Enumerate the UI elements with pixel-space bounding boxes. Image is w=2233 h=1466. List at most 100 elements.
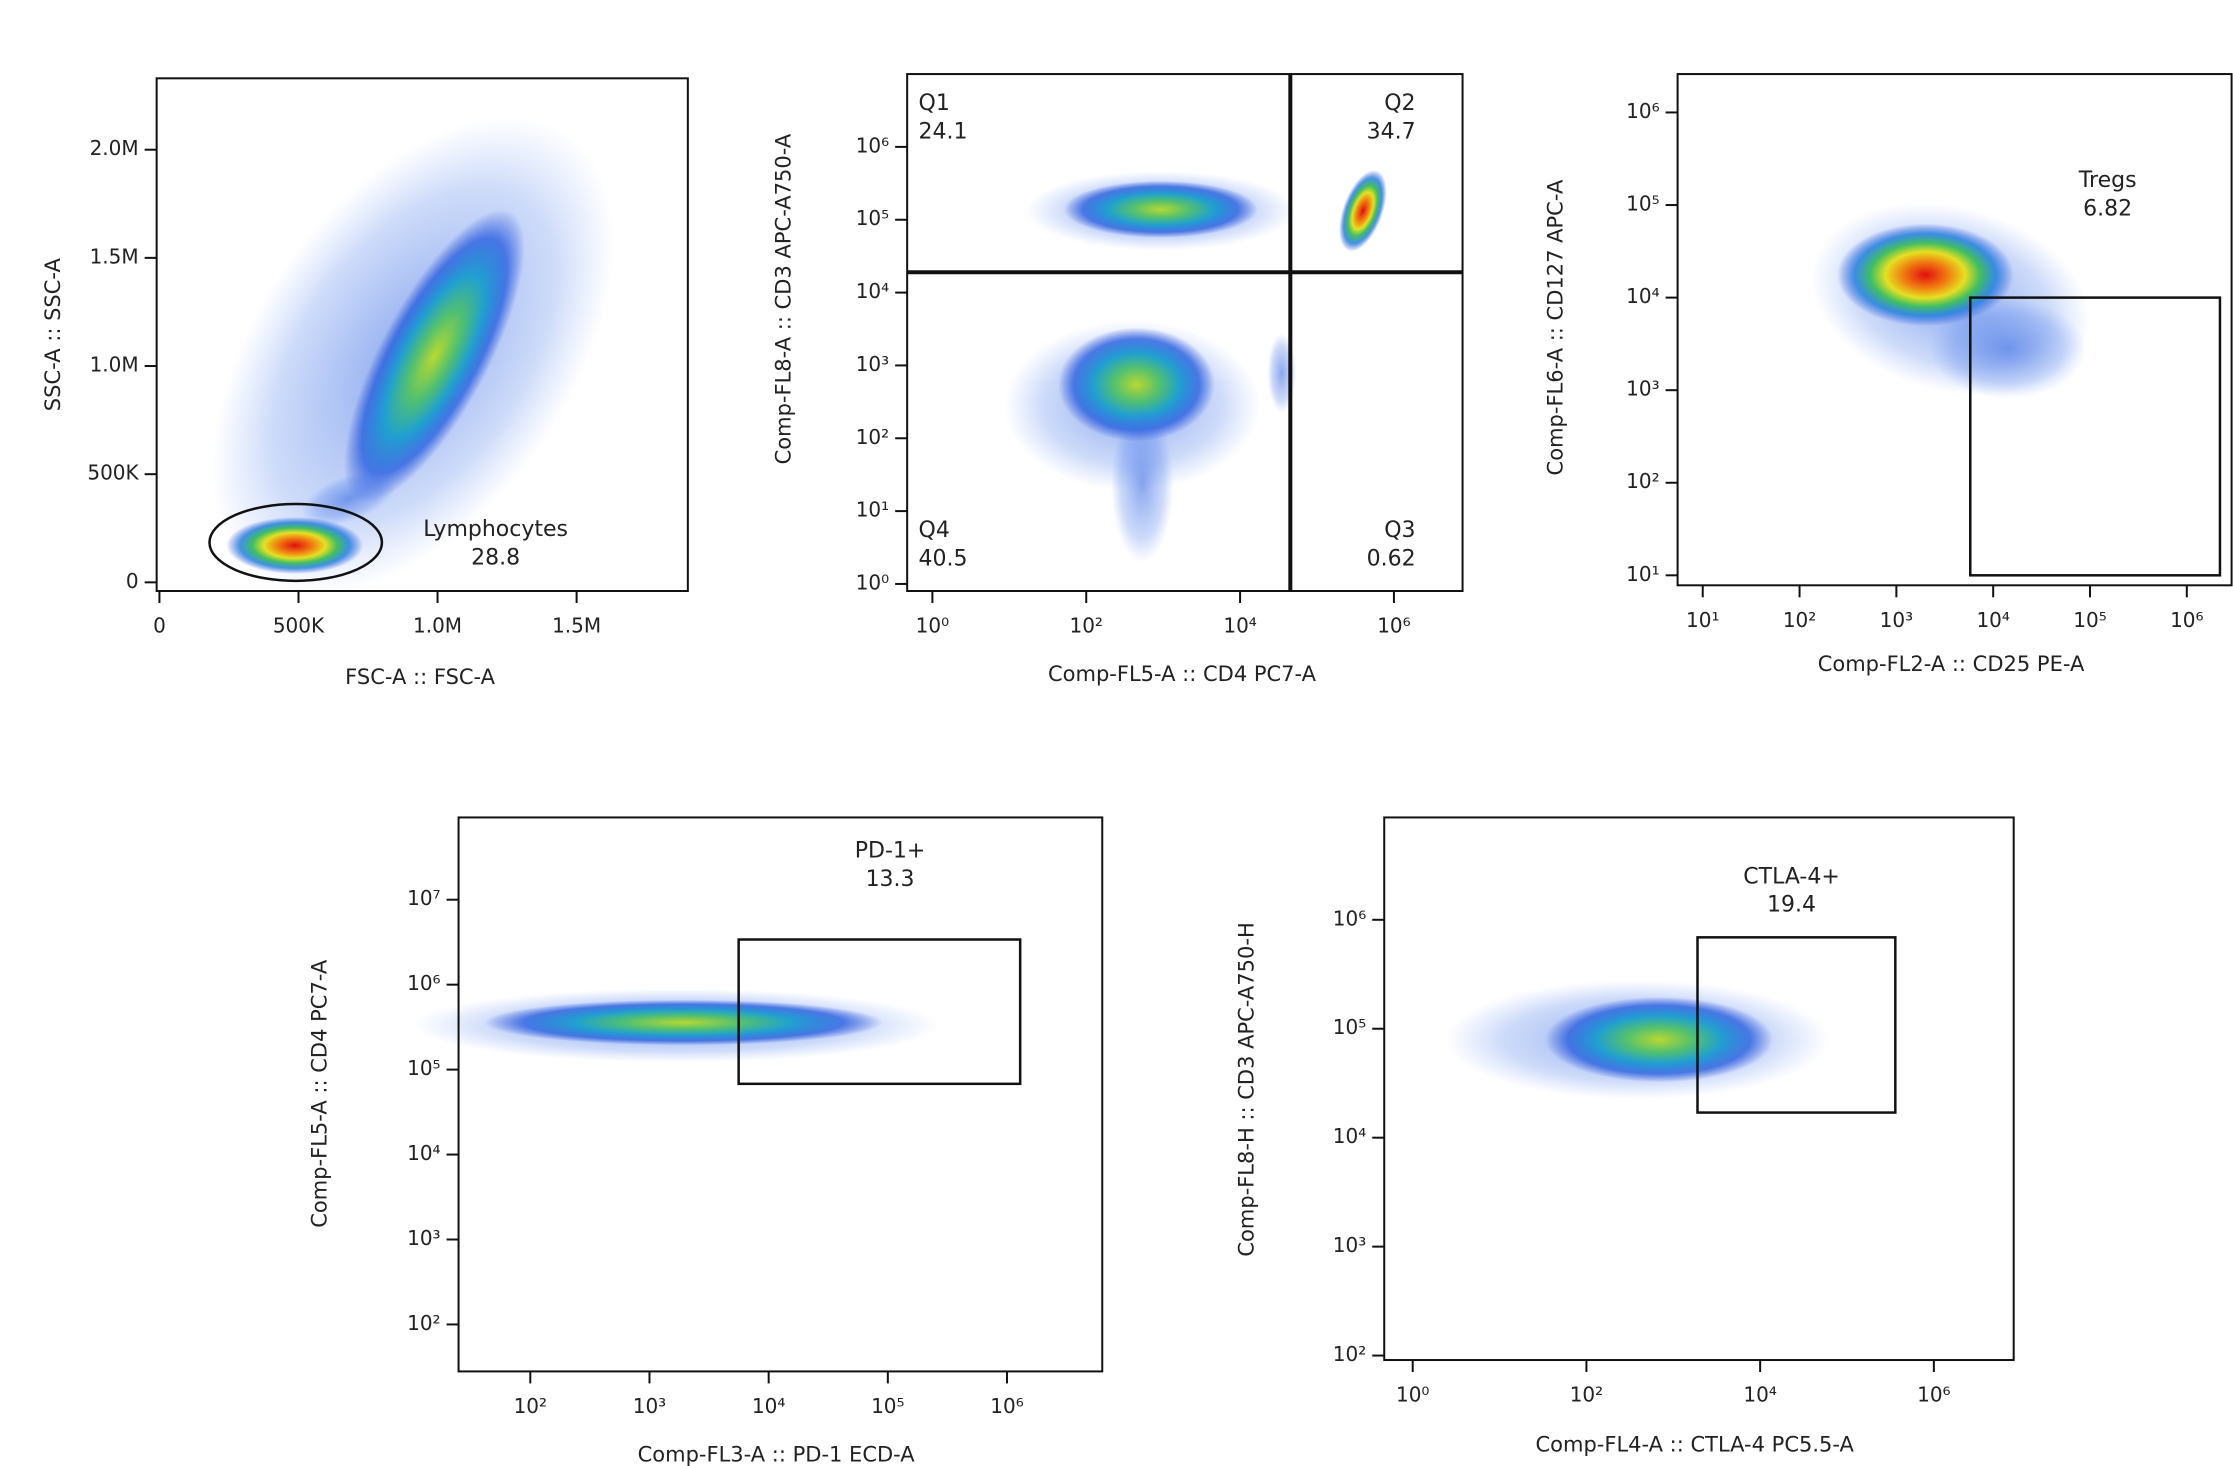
density-cloud bbox=[301, 471, 397, 526]
x-tick-label: 1.0M bbox=[413, 614, 462, 638]
gate-name: Q1 bbox=[919, 91, 950, 116]
x-axis-title: Comp-FL3-A :: PD-1 ECD-A bbox=[638, 1442, 916, 1466]
x-tick-label: 0 bbox=[153, 614, 166, 638]
y-tick-label: 10³ bbox=[856, 352, 889, 376]
gate-value: 40.5 bbox=[919, 547, 968, 572]
y-tick-label: 500K bbox=[87, 461, 139, 485]
x-tick-label: 10⁵ bbox=[871, 1394, 904, 1418]
x-axis-title: Comp-FL2-A :: CD25 PE-A bbox=[1818, 652, 2085, 676]
density-cloud bbox=[226, 516, 364, 574]
y-tick-label: 0 bbox=[126, 569, 139, 593]
y-tick-label: 10² bbox=[407, 1311, 440, 1335]
gate-name: CTLA-4+ bbox=[1743, 864, 1840, 889]
density-cloud bbox=[1339, 170, 1387, 252]
y-tick-label: 10⁰ bbox=[856, 570, 889, 594]
x-tick-label: 10⁶ bbox=[1917, 1383, 1950, 1407]
gate-rect bbox=[1696, 936, 1897, 1114]
y-tick-label: 1.0M bbox=[90, 353, 139, 377]
x-tick-label: 10³ bbox=[633, 1394, 666, 1418]
density-cloud bbox=[484, 999, 883, 1046]
y-tick-label: 10⁵ bbox=[1626, 192, 1659, 216]
x-axis-title: FSC-A :: FSC-A bbox=[345, 665, 496, 689]
y-tick-label: 10⁶ bbox=[407, 971, 440, 995]
y-tick-label: 1.5M bbox=[90, 244, 139, 268]
gate-rect bbox=[1969, 296, 2222, 577]
x-tick-label: 500K bbox=[273, 614, 325, 638]
y-tick-label: 10⁴ bbox=[1333, 1124, 1366, 1148]
x-tick-label: 10⁴ bbox=[1223, 614, 1256, 638]
y-tick-label: 10³ bbox=[1333, 1233, 1366, 1257]
density-cloud bbox=[1929, 299, 2087, 399]
y-axis-title: Comp-FL6-A :: CD127 APC-A bbox=[1544, 179, 1568, 475]
y-tick-label: 10² bbox=[1626, 469, 1659, 493]
panel: 10¹ 10² 10³ 10⁴ 10⁵ 10⁶ 10¹ 10² 10³ 10⁴ 10⁵ 10⁶ Comp… bbox=[1544, 73, 2233, 676]
x-axis-title: Comp-FL4-A :: CTLA-4 PC5.5-A bbox=[1535, 1432, 1854, 1456]
x-tick-label: 10¹ bbox=[1686, 608, 1719, 632]
x-tick-label: 10⁵ bbox=[2073, 608, 2106, 632]
y-tick-label: 10⁵ bbox=[856, 206, 889, 230]
gate-name: Q4 bbox=[919, 518, 950, 543]
y-tick-label: 2.0M bbox=[90, 136, 139, 160]
y-tick-label: 10¹ bbox=[1626, 562, 1659, 586]
x-tick-label: 10⁰ bbox=[916, 614, 949, 638]
plot-frame bbox=[457, 816, 1104, 1373]
x-tick-label: 10³ bbox=[1880, 608, 1913, 632]
y-tick-label: 10¹ bbox=[856, 498, 889, 522]
gate-value: 34.7 bbox=[1367, 119, 1416, 144]
plot-frame bbox=[1383, 816, 2015, 1362]
gate-name: PD-1+ bbox=[855, 839, 926, 864]
x-tick-label: 10² bbox=[1783, 608, 1816, 632]
y-tick-label: 10⁵ bbox=[1333, 1015, 1366, 1039]
x-tick-label: 10² bbox=[1570, 1383, 1603, 1407]
y-tick-label: 10³ bbox=[1626, 377, 1659, 401]
gate-name: Q3 bbox=[1384, 518, 1415, 543]
y-axis-title: Comp-FL8-H :: CD3 APC-A750-H bbox=[1235, 922, 1259, 1256]
plot-frame bbox=[155, 77, 689, 593]
gate-name: Q2 bbox=[1384, 91, 1415, 116]
gate-value: 13.3 bbox=[866, 867, 915, 892]
gate-name: Tregs bbox=[2078, 168, 2137, 193]
gate-value: 28.8 bbox=[471, 545, 520, 570]
y-tick-label: 10⁶ bbox=[1333, 906, 1366, 930]
density-cloud bbox=[1545, 996, 1774, 1083]
y-tick-label: 10⁴ bbox=[1626, 284, 1659, 308]
panel: 10² 10³ 10⁴ 10⁵ 10⁶ 10² 10³ 10⁴ 10⁵ 10⁶ 10⁷ Comp-FL… bbox=[307, 816, 1104, 1466]
y-axis-title: Comp-FL8-A :: CD3 APC-A750-A bbox=[772, 133, 796, 464]
y-tick-label: 10⁶ bbox=[856, 133, 889, 157]
plot-frame bbox=[1676, 73, 2233, 587]
y-tick-label: 10² bbox=[856, 425, 889, 449]
x-tick-label: 10⁴ bbox=[1743, 1383, 1776, 1407]
density-cloud bbox=[1110, 405, 1174, 563]
x-tick-label: 10⁶ bbox=[990, 1394, 1023, 1418]
y-tick-label: 10² bbox=[1333, 1342, 1366, 1366]
plot-frame bbox=[906, 73, 1464, 593]
y-tick-label: 10³ bbox=[407, 1226, 440, 1250]
gate-value: 24.1 bbox=[919, 119, 968, 144]
y-tick-label: 10⁴ bbox=[856, 279, 889, 303]
x-tick-label: 10² bbox=[514, 1394, 547, 1418]
gate-value: 0.62 bbox=[1367, 547, 1416, 572]
density-cloud bbox=[1058, 327, 1215, 442]
x-tick-label: 10⁶ bbox=[1377, 614, 1410, 638]
gate-value: 19.4 bbox=[1767, 893, 1816, 918]
panel: 10⁰ 10² 10⁴ 10⁶ 10⁰ 10¹ 10² 10³ 10⁴ 10⁵ 10⁶ Comp-FL… bbox=[772, 73, 1464, 686]
gate-name: Lymphocytes bbox=[423, 517, 568, 542]
y-axis-title: Comp-FL5-A :: CD4 PC7-A bbox=[307, 959, 331, 1228]
x-tick-label: 1.5M bbox=[552, 614, 601, 638]
y-axis-title: SSC-A :: SSC-A bbox=[41, 257, 65, 411]
density-cloud bbox=[1063, 180, 1258, 238]
x-tick-label: 10⁶ bbox=[2170, 608, 2203, 632]
x-tick-label: 10⁴ bbox=[1976, 608, 2009, 632]
y-tick-label: 10⁵ bbox=[407, 1056, 440, 1080]
gate-ellipse bbox=[208, 502, 384, 583]
x-tick-label: 10⁴ bbox=[752, 1394, 785, 1418]
x-tick-label: 10⁰ bbox=[1396, 1383, 1429, 1407]
gate-rect bbox=[737, 938, 1022, 1086]
gate-value: 6.82 bbox=[2083, 196, 2132, 221]
x-axis-title: Comp-FL5-A :: CD4 PC7-A bbox=[1048, 662, 1317, 686]
density-cloud bbox=[343, 209, 525, 503]
